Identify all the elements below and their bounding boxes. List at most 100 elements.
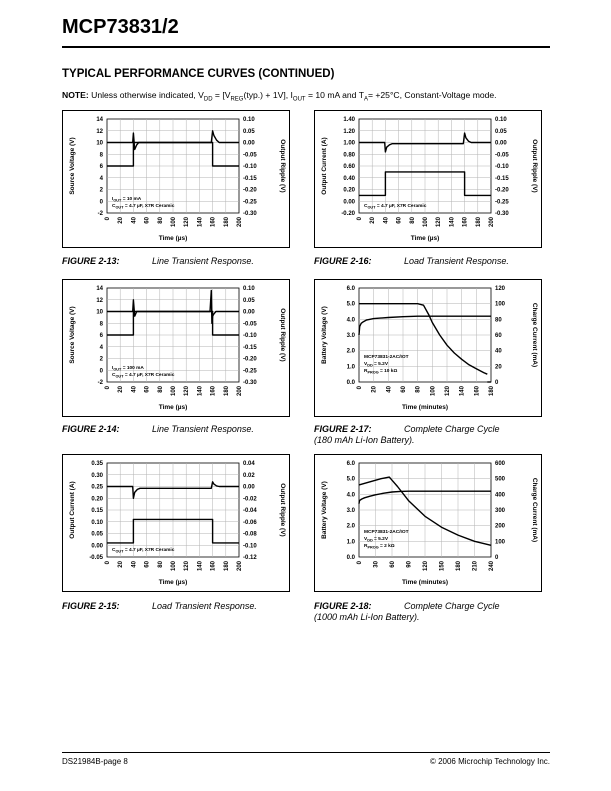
x-tick-label: 180 <box>476 216 482 227</box>
y-tick-label: 8 <box>100 152 104 158</box>
y2-tick-label: 0.10 <box>243 286 255 292</box>
x-tick-label: 200 <box>237 560 243 571</box>
x-tick-label: 160 <box>211 216 217 227</box>
x-tick-label: 100 <box>423 216 429 227</box>
y-tick-label: 0.15 <box>91 508 103 514</box>
plot-annotation: IOUT = 10 mA <box>112 196 142 202</box>
y2-tick-label: 0 <box>495 555 499 561</box>
series-line <box>107 518 239 544</box>
y2-tick-label: 0.00 <box>243 485 255 491</box>
title-rule <box>62 46 550 48</box>
y-tick-label: 0.25 <box>91 485 103 491</box>
plot-annotation: RPROG = 2 kΩ <box>364 543 395 549</box>
y-tick-label: -0.20 <box>341 211 355 217</box>
figure-number: FIGURE 2-13: <box>62 256 120 266</box>
figure-title: Complete Charge Cycle <box>404 601 500 611</box>
x-tick-label: 0 <box>105 385 111 389</box>
x-tick-label: 80 <box>158 385 164 392</box>
y2-tick-label: -0.05 <box>243 152 257 158</box>
x-tick-label: 240 <box>489 560 495 571</box>
note-text-e: = +25°C, Constant-Voltage mode. <box>367 90 497 100</box>
x-tick-label: 180 <box>489 385 495 396</box>
plot-annotation: MCP73831-2AC/IOT <box>364 354 409 360</box>
x-tick-label: 20 <box>118 216 124 223</box>
y-tick-label: 12 <box>96 298 103 304</box>
x-tick-label: 20 <box>372 385 378 392</box>
y-tick-label: 0 <box>100 368 104 374</box>
x-axis-label: Time (minutes) <box>402 404 448 411</box>
note-sub-dd: DD <box>203 96 213 103</box>
y-tick-label: -2 <box>98 211 104 217</box>
y2-tick-label: 400 <box>495 492 506 498</box>
y-tick-label: 0.40 <box>343 176 355 182</box>
figure-number: FIGURE 2-17: <box>314 424 372 434</box>
x-tick-label: 100 <box>171 216 177 227</box>
x-tick-label: 160 <box>211 560 217 571</box>
y-tick-label: 0.80 <box>343 152 355 158</box>
y2-tick-label: -0.20 <box>243 188 257 194</box>
y-tick-label: 12 <box>96 129 103 135</box>
y2-tick-label: 80 <box>495 317 502 323</box>
x-tick-label: 60 <box>401 385 407 392</box>
chart-svg: 14121086420-20.100.050.00-0.05-0.10-0.15… <box>62 110 290 248</box>
x-axis-label: Time (µs) <box>159 235 188 242</box>
y-tick-label: 0.35 <box>91 461 103 467</box>
x-tick-label: 60 <box>397 216 403 223</box>
y-tick-label: 4 <box>100 176 104 182</box>
note-sub-a: A <box>363 96 368 103</box>
y-tick-label: 1.20 <box>343 129 355 135</box>
y-tick-label: 3.0 <box>347 333 356 339</box>
y2-tick-label: 500 <box>495 477 506 483</box>
y-axis-label: Battery Voltage (V) <box>321 306 328 364</box>
y2-tick-label: -0.12 <box>243 555 257 561</box>
y2-tick-label: 0 <box>495 380 499 386</box>
x-tick-label: 60 <box>145 216 151 223</box>
x-tick-label: 0 <box>357 560 363 564</box>
y2-tick-label: 600 <box>495 461 506 467</box>
x-tick-label: 200 <box>489 216 495 227</box>
plot-annotation: IOUT = 100 mA <box>112 365 144 371</box>
x-tick-label: 140 <box>197 560 203 571</box>
caption-figure-2-16: FIGURE 2-16: Load Transient Response. <box>314 256 509 267</box>
figure-number: FIGURE 2-15: <box>62 601 120 611</box>
caption-figure-2-13: FIGURE 2-13: Line Transient Response. <box>62 256 254 267</box>
x-tick-label: 0 <box>105 560 111 564</box>
y2-tick-label: 40 <box>495 349 502 355</box>
x-tick-label: 20 <box>118 560 124 567</box>
y2-tick-label: -0.05 <box>243 321 257 327</box>
figure-number: FIGURE 2-14: <box>62 424 120 434</box>
y2-tick-label: -0.10 <box>243 333 257 339</box>
y2-tick-label: -0.30 <box>243 380 257 386</box>
footer-doc-id: DS21984B-page 8 <box>62 757 128 766</box>
y-tick-label: 14 <box>96 117 103 123</box>
x-axis-label: Time (µs) <box>159 404 188 411</box>
plot-annotation: VDD = 5.2V <box>364 361 389 367</box>
x-tick-label: 160 <box>211 385 217 396</box>
y2-tick-label: 0.02 <box>243 473 255 479</box>
y2-tick-label: 200 <box>495 524 506 530</box>
y2-tick-label: -0.10 <box>495 164 509 170</box>
y2-tick-label: -0.30 <box>243 211 257 217</box>
y-tick-label: 1.00 <box>343 141 355 147</box>
x-axis-label: Time (µs) <box>159 579 188 586</box>
note-text-d: = 10 mA and T <box>305 90 364 100</box>
note-label: NOTE: <box>62 90 89 100</box>
chart-figure-2-18: 6.0 5.0 4.0 3.0 2.0 1.0 0.0 600 500 400 300 200 100 0… <box>314 454 542 592</box>
y-tick-label: 0.0 <box>347 380 356 386</box>
x-tick-label: 90 <box>407 560 413 567</box>
x-tick-label: 180 <box>456 560 462 571</box>
y-tick-label: 0.20 <box>91 496 103 502</box>
y-tick-label: 0.60 <box>343 164 355 170</box>
y-tick-label: 4 <box>100 345 104 351</box>
y2-tick-label: -0.06 <box>243 520 257 526</box>
figure-title-line2: (180 mAh Li-Ion Battery). <box>314 435 415 445</box>
y-tick-label: 2.0 <box>347 349 356 355</box>
y2-axis-label: Output Ripple (V) <box>279 308 286 361</box>
figure-title: Line Transient Response. <box>152 256 254 266</box>
series-line <box>107 481 239 499</box>
footer-rule <box>62 752 550 753</box>
section-title: TYPICAL PERFORMANCE CURVES (CONTINUED) <box>62 68 335 80</box>
x-tick-label: 60 <box>145 385 151 392</box>
note-text-b: = [V <box>212 90 231 100</box>
y2-tick-label: -0.15 <box>243 345 257 351</box>
